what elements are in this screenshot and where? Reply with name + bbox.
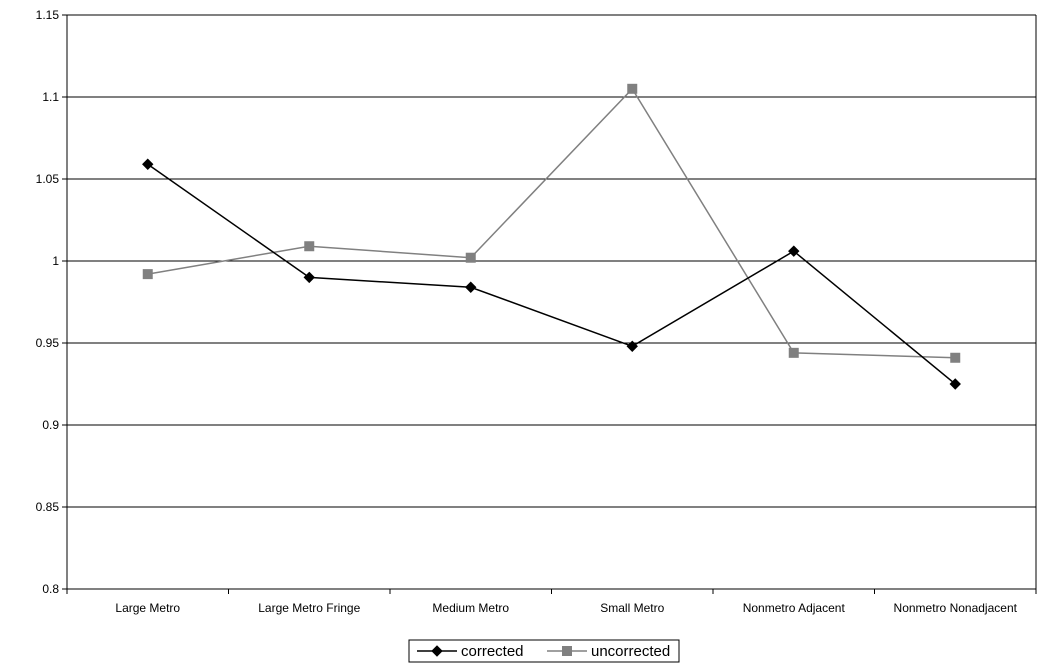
- x-tick-label: Large Metro: [115, 601, 180, 615]
- data-point-corrected: [142, 158, 154, 170]
- y-axis-tick-labels: 0.8 0.85 0.9 0.95 1 1.05 1.1 1.15: [36, 8, 60, 596]
- data-point-uncorrected: [465, 252, 476, 263]
- gridlines: [67, 14, 1036, 590]
- x-tick-label: Medium Metro: [432, 601, 509, 615]
- legend-label: uncorrected: [591, 643, 670, 660]
- y-tick-label: 1.15: [36, 8, 60, 22]
- legend-marker: [562, 646, 572, 656]
- series-line-corrected: [147, 163, 956, 385]
- legend-item-uncorrected: uncorrected: [547, 643, 670, 660]
- y-tick-label: 1: [52, 254, 59, 268]
- y-tick-label: 1.05: [36, 172, 60, 186]
- data-point-corrected: [465, 281, 477, 293]
- legend-label: corrected: [461, 643, 524, 660]
- legend-marker: [431, 645, 443, 657]
- y-tick-label: 0.9: [42, 418, 59, 432]
- x-tick-label: Large Metro Fringe: [258, 601, 360, 615]
- data-point-corrected: [788, 245, 800, 257]
- axes: [62, 14, 1037, 594]
- data-point-uncorrected: [950, 352, 961, 363]
- data-point-corrected: [949, 378, 961, 390]
- data-point-uncorrected: [304, 241, 315, 252]
- y-tick-label: 1.1: [42, 90, 59, 104]
- series-corrected: [142, 158, 961, 390]
- data-point-corrected: [626, 340, 638, 352]
- data-point-corrected: [303, 271, 315, 284]
- legend-box: [408, 639, 680, 663]
- x-tick-label: Small Metro: [600, 601, 664, 615]
- series-uncorrected: [142, 83, 961, 363]
- series-line-uncorrected: [147, 87, 956, 359]
- data-point-uncorrected: [788, 347, 799, 358]
- series: [142, 83, 961, 390]
- y-tick-label: 0.8: [42, 582, 59, 596]
- data-point-uncorrected: [142, 269, 153, 280]
- x-axis-tick-labels: Large Metro Large Metro Fringe Medium Metr…: [115, 601, 1017, 615]
- x-tick-label: Nonmetro Adjacent: [743, 601, 846, 615]
- data-point-uncorrected: [627, 83, 638, 94]
- x-tick-label: Nonmetro Nonadjacent: [894, 601, 1018, 615]
- y-tick-label: 0.95: [36, 336, 60, 350]
- legend-item-corrected: corrected: [417, 643, 524, 660]
- legend: corrected uncorrected: [408, 639, 680, 663]
- y-tick-label: 0.85: [36, 500, 60, 514]
